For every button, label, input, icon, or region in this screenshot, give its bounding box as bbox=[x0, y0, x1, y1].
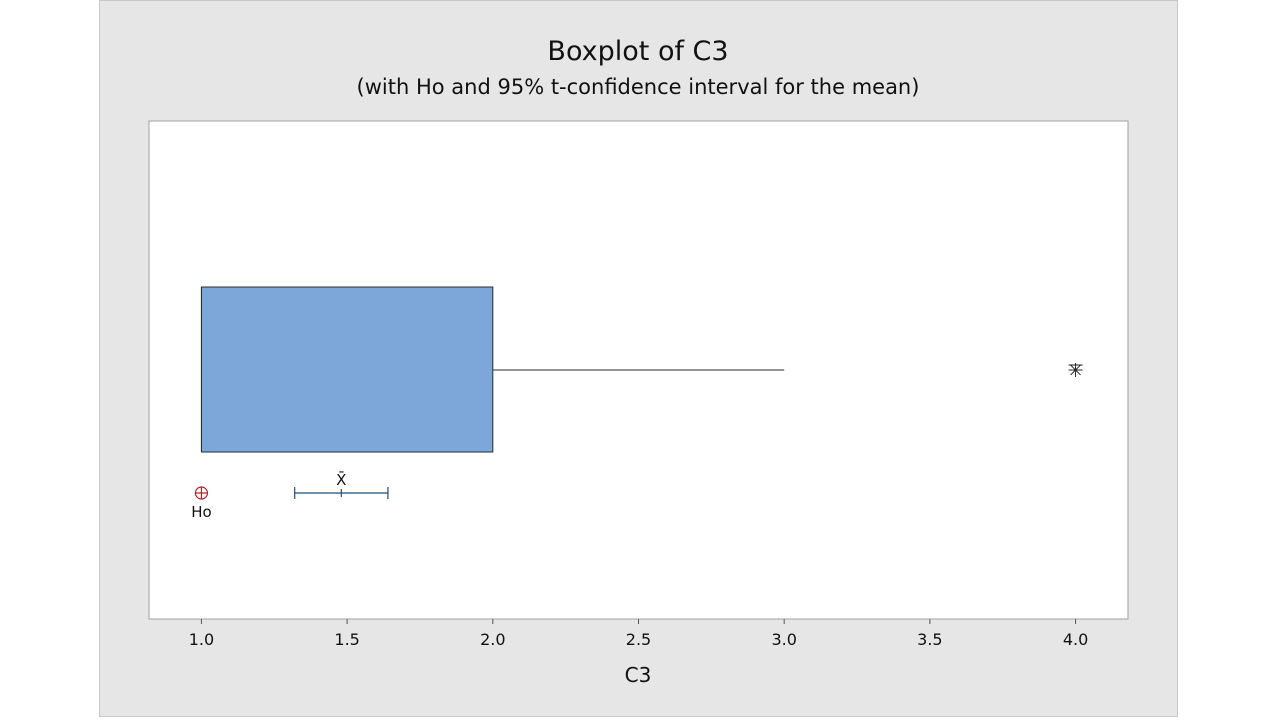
x-tick-label: 3.5 bbox=[917, 630, 942, 649]
x-axis-label: C3 bbox=[625, 663, 652, 687]
x-tick-label: 4.0 bbox=[1063, 630, 1088, 649]
chart-marks: X̄ Ho bbox=[191, 286, 1083, 521]
x-tick-label: 3.0 bbox=[771, 630, 796, 649]
chart-figure: Boxplot of C3 (with Ho and 95% t-confide… bbox=[99, 0, 1178, 717]
x-tick-label: 2.0 bbox=[480, 630, 505, 649]
boxplot-chart: Boxplot of C3 (with Ho and 95% t-confide… bbox=[148, 36, 1129, 687]
chart-title: Boxplot of C3 bbox=[547, 36, 728, 67]
mean-label: X̄ bbox=[336, 470, 346, 489]
chart-subtitle: (with Ho and 95% t-confidence interval f… bbox=[357, 75, 920, 99]
iqr-box bbox=[200, 286, 494, 453]
outlier-stroke bbox=[1070, 364, 1081, 376]
x-tick-label: 1.5 bbox=[334, 630, 359, 649]
x-tick-label: 1.0 bbox=[189, 630, 214, 649]
ho-label: Ho bbox=[191, 503, 211, 521]
x-tick-label: 2.5 bbox=[626, 630, 651, 649]
outlier-marker bbox=[1068, 363, 1083, 377]
x-axis: 1.0 1.5 2.0 2.5 3.0 3.5 4.0 bbox=[189, 619, 1088, 649]
